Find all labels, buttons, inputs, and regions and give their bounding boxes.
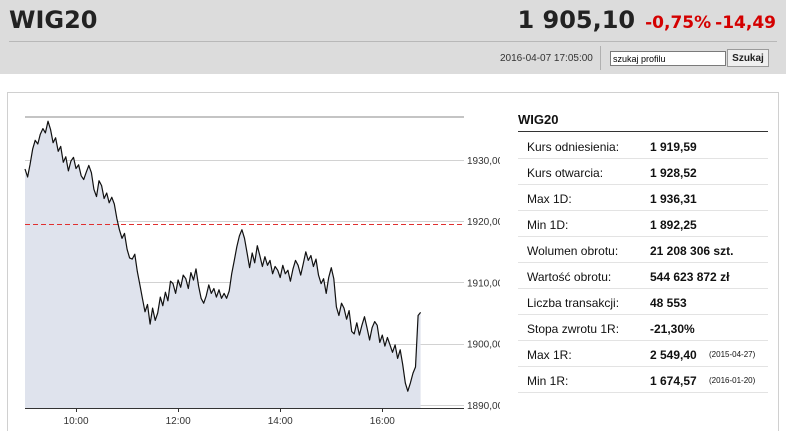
stats-label: Wartość obrotu: [527, 270, 612, 284]
x-tick-label: 12:00 [166, 416, 191, 427]
stats-row-turnover: Wartość obrotu: 544 623 872 zł [518, 263, 768, 289]
quote-timestamp: 2016-04-07 17:05:00 [500, 53, 593, 64]
y-tick-label: 1930,00 [467, 156, 500, 167]
stats-value: 1 892,25 [650, 218, 697, 232]
price-area [25, 121, 421, 408]
index-symbol: WIG20 [9, 6, 98, 34]
change-percent: -0,75% [645, 13, 712, 33]
stats-label: Max 1D: [527, 192, 572, 206]
stats-row-reference-price: Kurs odniesienia: 1 919,59 [518, 133, 768, 159]
stats-label: Max 1R: [527, 348, 572, 362]
stats-value: 544 623 872 zł [650, 270, 730, 284]
x-tick-label: 10:00 [64, 416, 89, 427]
stats-row-min-1y: Min 1R: 1 674,57 (2016-01-20) [518, 367, 768, 393]
x-tick-label: 16:00 [370, 416, 395, 427]
stats-value: 1 936,31 [650, 192, 697, 206]
y-tick-label: 1900,00 [467, 340, 500, 351]
stats-label: Kurs otwarcia: [527, 166, 604, 180]
stats-row-max-1y: Max 1R: 2 549,40 (2015-04-27) [518, 341, 768, 367]
profile-search-input[interactable] [610, 51, 726, 66]
x-tick-label: 14:00 [268, 416, 293, 427]
stats-date: (2016-01-20) [709, 376, 756, 385]
stats-title-rule [518, 131, 768, 132]
stats-row-return-1y: Stopa zwrotu 1R: -21,30% [518, 315, 768, 341]
header-divider [9, 41, 777, 42]
stats-label: Kurs odniesienia: [527, 140, 620, 154]
stats-title: WIG20 [518, 112, 559, 127]
stats-label: Liczba transakcji: [527, 296, 620, 310]
stats-row-transactions: Liczba transakcji: 48 553 [518, 289, 768, 315]
stats-row-max-1d: Max 1D: 1 936,31 [518, 185, 768, 211]
stats-value: 21 208 306 szt. [650, 244, 734, 258]
stats-value: -21,30% [650, 322, 695, 336]
change-absolute: -14,49 [715, 13, 776, 33]
header-separator [600, 46, 601, 70]
stats-label: Stopa zwrotu 1R: [527, 322, 620, 336]
stats-value: 1 919,59 [650, 140, 697, 154]
price-summary: 1 905,10 -0,75% -14,49 [517, 6, 776, 34]
last-price: 1 905,10 [517, 6, 636, 34]
stats-table: Kurs odniesienia: 1 919,59 Kurs otwarcia… [518, 133, 768, 393]
price-line [24, 120, 422, 392]
stats-row-open-price: Kurs otwarcia: 1 928,52 [518, 159, 768, 185]
stats-label: Min 1D: [527, 218, 569, 232]
y-tick-label: 1890,00 [467, 401, 500, 412]
stats-value: 48 553 [650, 296, 687, 310]
quote-header: WIG20 1 905,10 -0,75% -14,49 2016-04-07 17… [0, 0, 786, 74]
stats-date: (2015-04-27) [709, 350, 756, 359]
stats-value: 1 928,52 [650, 166, 697, 180]
stats-row-volume: Wolumen obrotu: 21 208 306 szt. [518, 237, 768, 263]
y-tick-label: 1920,00 [467, 217, 500, 228]
stats-row-min-1d: Min 1D: 1 892,25 [518, 211, 768, 237]
stats-value: 2 549,40 [650, 348, 697, 362]
stats-label: Min 1R: [527, 374, 569, 388]
y-tick-label: 1910,00 [467, 278, 500, 289]
stats-label: Wolumen obrotu: [527, 244, 619, 258]
search-button[interactable]: Szukaj [727, 49, 769, 67]
stats-value: 1 674,57 [650, 374, 697, 388]
intraday-chart: 10:00 12:00 14:00 16:00 1890,00 1900,00 1910,0… [24, 116, 500, 427]
